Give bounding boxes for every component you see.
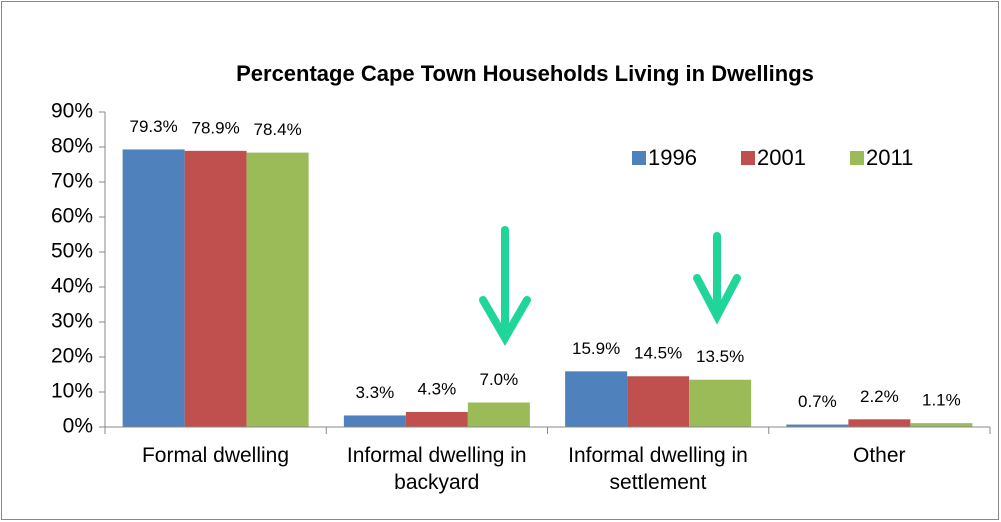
bar — [786, 424, 849, 427]
data-label: 15.9% — [572, 339, 620, 358]
y-tick-label: 60% — [51, 205, 93, 228]
data-label: 4.3% — [418, 379, 457, 398]
data-label: 78.9% — [192, 118, 240, 137]
data-label: 78.4% — [254, 120, 302, 139]
bar — [565, 371, 628, 427]
legend-label: 2001 — [757, 145, 806, 170]
bar — [689, 379, 752, 427]
y-tick-label: 20% — [51, 345, 93, 368]
y-tick-label: 30% — [51, 310, 93, 333]
bar — [910, 423, 973, 427]
y-tick-label: 0% — [63, 415, 93, 438]
legend-label: 2011 — [866, 145, 913, 170]
bar — [627, 376, 690, 427]
bar — [246, 152, 309, 427]
data-label: 7.0% — [480, 370, 519, 389]
x-tick-label: Informal dwelling in backyard — [346, 444, 527, 494]
y-tick-label: 80% — [51, 135, 93, 158]
x-tick-label: Informal dwelling in settlement — [568, 444, 748, 494]
legend-swatch — [632, 151, 646, 165]
bar — [184, 150, 247, 427]
y-tick-label: 90% — [51, 100, 93, 123]
arrow — [479, 226, 531, 346]
legend-swatch — [741, 151, 755, 165]
y-tick-label: 70% — [51, 170, 93, 193]
legend-label: 1996 — [648, 145, 697, 170]
data-label: 1.1% — [922, 391, 961, 410]
bar — [467, 402, 530, 427]
data-label: 14.5% — [634, 344, 682, 363]
data-label: 13.5% — [696, 347, 744, 366]
y-tick-label: 10% — [51, 380, 93, 403]
data-label: 2.2% — [860, 387, 899, 406]
y-tick-label: 40% — [51, 275, 93, 298]
legend-swatch — [850, 151, 864, 165]
bar — [343, 415, 406, 427]
data-label: 79.3% — [130, 117, 178, 136]
bar — [122, 149, 185, 427]
data-label: 0.7% — [798, 392, 837, 411]
x-tick-label: Other — [852, 444, 906, 467]
bar — [405, 411, 468, 427]
data-label: 3.3% — [356, 383, 395, 402]
chart-title: Percentage Cape Town Households Living i… — [236, 61, 814, 86]
bar — [848, 419, 911, 427]
x-tick-label: Formal dwelling — [141, 444, 290, 467]
y-tick-label: 50% — [51, 240, 93, 263]
arrow — [693, 232, 741, 325]
